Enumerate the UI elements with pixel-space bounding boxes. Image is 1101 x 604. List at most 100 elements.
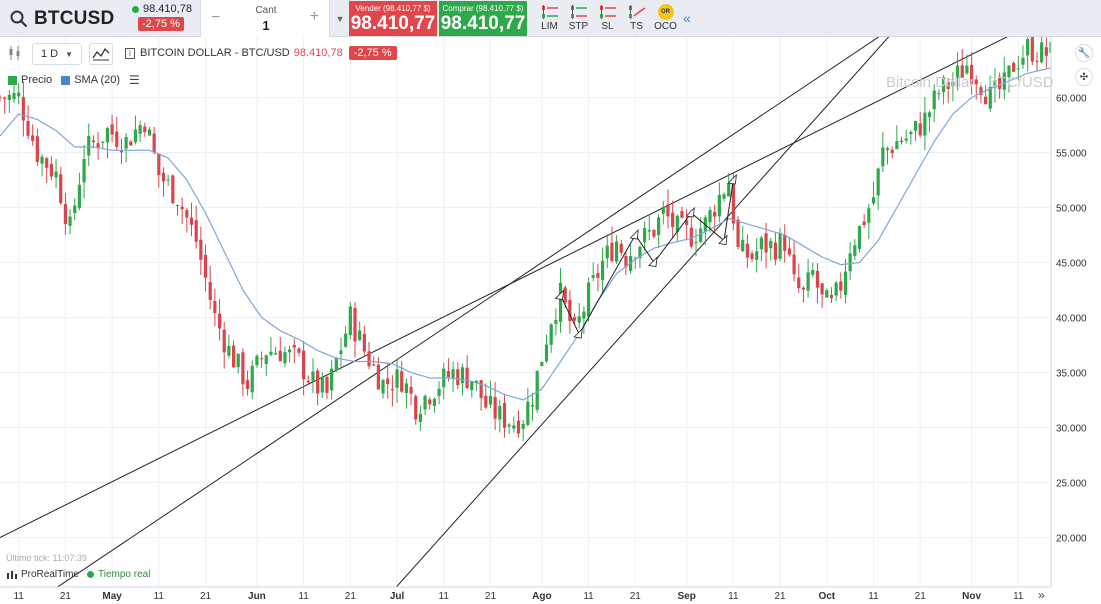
legend-item-sma[interactable]: SMA (20)	[61, 74, 120, 86]
candle-body	[213, 301, 217, 314]
candle-body	[895, 141, 899, 150]
candle-body	[133, 129, 138, 143]
last-tick-time: Último tick: 11:07:39	[6, 553, 87, 563]
limit-order-icon	[541, 5, 558, 19]
candle-body	[320, 377, 324, 393]
candle-body	[867, 208, 871, 223]
chart-watermark: Bitcoin Dollar - BTC/USD	[886, 74, 1054, 91]
candle-body	[801, 287, 806, 290]
chevron-down-icon[interactable]: ▼	[335, 13, 345, 24]
candle-body	[708, 209, 712, 223]
quantity-stepper[interactable]: − Cant 1 +	[200, 0, 330, 37]
wrench-icon[interactable]: 🔧	[1075, 44, 1093, 62]
candle-body	[68, 216, 72, 226]
legend-label: Precio	[21, 74, 53, 86]
order-limit-button[interactable]: LIM	[535, 0, 564, 37]
candle-body	[853, 245, 857, 256]
crosshair-icon[interactable]: ✣	[1075, 68, 1093, 86]
drawing-tools-icon[interactable]	[8, 44, 22, 62]
stop-order-icon	[570, 5, 587, 19]
candle-body	[17, 92, 21, 97]
wave-marker	[573, 327, 583, 339]
candle-body	[180, 206, 184, 210]
candle-body	[572, 317, 577, 321]
candle-body	[264, 355, 268, 364]
order-oco-button[interactable]: OR OCO	[651, 0, 680, 37]
candle-body	[577, 316, 581, 323]
timeframe-value: 1 D	[41, 48, 59, 60]
candle-body	[535, 370, 539, 410]
candle-body	[984, 96, 988, 105]
decrement-button[interactable]: −	[211, 9, 221, 26]
candle-body	[488, 395, 493, 405]
candle-body	[344, 333, 348, 347]
order-type-label: TS	[630, 21, 643, 32]
candle-body	[787, 248, 792, 255]
candle-body	[825, 290, 829, 298]
candle-body	[40, 156, 44, 164]
candle-body	[292, 344, 296, 348]
candle-body	[208, 281, 212, 300]
x-tick-label: Nov	[962, 591, 981, 602]
candle-body	[428, 399, 432, 405]
oco-badge-icon: OR	[657, 4, 674, 20]
candle-body	[811, 269, 815, 275]
candle-body	[231, 345, 236, 368]
candle-body	[965, 65, 969, 74]
list-menu-icon[interactable]: ☰	[129, 73, 140, 87]
x-tick-label: 11	[728, 591, 739, 602]
candle-body	[582, 311, 586, 319]
candle-body	[26, 121, 30, 136]
quantity-input[interactable]: 1	[262, 18, 270, 33]
scroll-right-icon[interactable]: »	[1038, 588, 1045, 602]
info-icon[interactable]: i	[125, 47, 135, 59]
candle-body	[362, 333, 366, 352]
candle-body	[381, 380, 385, 394]
candle-body	[259, 358, 264, 360]
timeframe-select[interactable]: 1 D ▼	[32, 43, 82, 65]
instrument-title: i BITCOIN DOLLAR - BTC/USD 98.410,78 -2,…	[125, 46, 397, 60]
candle-body	[409, 386, 413, 394]
collapse-double-chevron-icon[interactable]: «	[683, 10, 691, 26]
candle-body	[353, 307, 357, 342]
order-stop-button[interactable]: STP	[564, 0, 593, 37]
sell-label: Vender (98.410,77 $)	[355, 4, 431, 13]
sell-button[interactable]: Vender (98.410,77 $) 98.410,77	[349, 1, 437, 36]
order-stoploss-button[interactable]: SL	[593, 0, 622, 37]
candle-body	[101, 141, 105, 143]
candle-body	[993, 80, 997, 88]
buy-price: 98.410,77	[440, 13, 526, 34]
trendlines	[0, 37, 1008, 587]
candle-body	[283, 352, 287, 364]
candle-body	[558, 282, 563, 322]
candle-body	[1016, 68, 1020, 70]
candle-body	[568, 299, 572, 322]
candle-body	[563, 287, 567, 303]
candle-body	[437, 388, 441, 396]
candle-body	[203, 254, 208, 278]
candle-body	[806, 272, 810, 291]
candle-body	[269, 351, 273, 355]
indicators-button[interactable]	[89, 43, 113, 65]
candle-body	[839, 281, 843, 291]
order-trailing-button[interactable]: TS	[622, 0, 651, 37]
symbol-search[interactable]: BTCUSD	[0, 0, 128, 37]
candle-body	[619, 243, 623, 253]
trade-bar: BTCUSD 98.410,78 -2,75 % − Cant 1 + ▼ Ve…	[0, 0, 1101, 37]
increment-button[interactable]: +	[309, 8, 319, 25]
candle-body	[843, 271, 848, 296]
candle-body	[110, 124, 114, 135]
candle-body	[12, 92, 16, 100]
candle-body	[988, 86, 992, 109]
candle-body	[624, 256, 628, 268]
x-tick-label: Oct	[818, 591, 835, 602]
candle-body	[927, 112, 932, 118]
quote-box: 98.410,78 -2,75 %	[128, 0, 198, 37]
candle-body	[1035, 60, 1039, 62]
buy-button[interactable]: Comprar (98.410,77 $) 98.410,77	[439, 1, 527, 36]
legend-item-price[interactable]: Precio	[8, 74, 52, 86]
candle-body	[614, 241, 619, 262]
y-tick-label: 45.000	[1056, 259, 1087, 270]
candle-body	[941, 77, 946, 93]
